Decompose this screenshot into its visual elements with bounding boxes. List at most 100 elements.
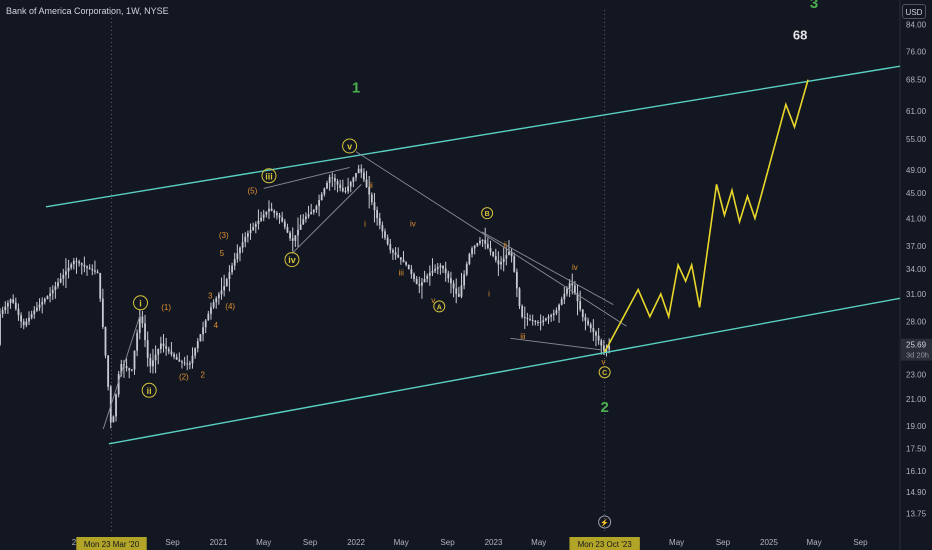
wave-label-circle	[261, 168, 277, 184]
trend-line	[102, 313, 141, 430]
x-tick-label: Sep	[853, 538, 868, 547]
candle-body	[202, 327, 204, 335]
candle-body	[257, 220, 260, 224]
candle-body	[468, 253, 471, 265]
candle-body	[455, 288, 458, 294]
candle-body	[22, 321, 25, 326]
x-tick-label: 2022	[347, 538, 365, 547]
candle-body	[576, 293, 579, 302]
candle-body	[515, 271, 518, 289]
candle-body	[270, 208, 273, 211]
candle-body	[96, 271, 99, 273]
candle-body	[268, 208, 270, 212]
wave-label: i	[488, 290, 490, 299]
candle-body	[318, 200, 320, 207]
wave-label-circle	[598, 366, 611, 379]
candle-body	[149, 357, 152, 367]
candle-body	[17, 308, 20, 316]
candle-body	[331, 177, 334, 179]
y-tick-label: 41.00	[906, 214, 927, 223]
event-marker-icon	[598, 515, 612, 529]
candle-body	[489, 247, 492, 252]
candle-body	[101, 298, 104, 327]
wave-label: (2)	[179, 373, 189, 382]
date-tag-box	[76, 537, 147, 550]
candle-body	[1, 310, 4, 314]
candle-body	[521, 306, 524, 318]
candle-body	[65, 271, 67, 275]
candle-body	[51, 289, 54, 294]
candle-body	[43, 298, 46, 302]
candle-body	[281, 217, 284, 222]
x-tick-label: Sep	[716, 538, 731, 547]
wave-label: iv	[288, 255, 296, 265]
wave-label-circle	[481, 207, 494, 220]
candle-body	[94, 270, 96, 272]
candle-body	[421, 282, 423, 286]
candle-body	[136, 333, 139, 351]
candle-body	[165, 346, 168, 349]
candle-body	[14, 302, 17, 309]
price-tag-box	[901, 338, 932, 361]
candle-body	[244, 236, 247, 243]
candle-body	[518, 288, 521, 307]
wave-label: (5)	[248, 187, 258, 196]
candle-body	[526, 318, 529, 320]
candle-body	[49, 293, 52, 297]
candle-body	[167, 348, 170, 352]
candle-body	[88, 267, 91, 270]
candle-body	[568, 283, 571, 289]
candle-body	[357, 168, 360, 174]
candle-body	[191, 355, 194, 364]
x-tick-label: Sep	[440, 538, 455, 547]
candle-body	[439, 265, 442, 268]
candle-body	[33, 310, 36, 315]
y-tick-label: 45.00	[906, 189, 927, 198]
wave-label: C	[602, 370, 607, 377]
candle-body	[457, 293, 460, 297]
candle-body	[537, 322, 539, 324]
x-tick-label: 2025	[760, 538, 778, 547]
wave-label: (3)	[219, 231, 229, 240]
candle-body	[283, 221, 286, 227]
candle-body	[589, 324, 592, 329]
currency-button[interactable]: USD	[902, 4, 926, 19]
candle-body	[523, 317, 526, 319]
wave-label: v	[602, 358, 606, 367]
date-tag-box	[569, 537, 640, 550]
candle-body	[72, 260, 75, 265]
trend-line	[263, 167, 350, 189]
candle-body	[460, 285, 463, 297]
candle-body	[407, 264, 410, 270]
candle-body	[162, 343, 165, 347]
candle-body	[471, 248, 473, 254]
candle-body	[183, 362, 186, 364]
candle-body	[273, 210, 276, 214]
candle-body	[531, 320, 534, 322]
candle-body	[239, 247, 241, 254]
candle-body	[370, 194, 373, 203]
candle-body	[262, 214, 265, 218]
candle-body	[347, 186, 349, 192]
y-tick-label: 76.00	[906, 48, 927, 57]
candle-body	[486, 243, 489, 248]
candle-body	[220, 290, 223, 295]
candle-body	[410, 269, 413, 275]
candle-body	[339, 184, 342, 188]
candle-body	[133, 350, 136, 370]
candle-body	[608, 345, 611, 350]
y-tick-label: 23.00	[906, 371, 927, 380]
candle-body	[481, 240, 484, 241]
candle-body	[231, 265, 233, 273]
candle-body	[431, 270, 434, 273]
candle-body	[0, 313, 1, 345]
candle-body	[302, 219, 305, 225]
candle-body	[341, 187, 344, 192]
candle-body	[473, 245, 476, 249]
candle-body	[299, 224, 302, 230]
candle-body	[334, 178, 336, 182]
candle-body	[204, 320, 207, 328]
wave-label: 5	[220, 249, 225, 258]
